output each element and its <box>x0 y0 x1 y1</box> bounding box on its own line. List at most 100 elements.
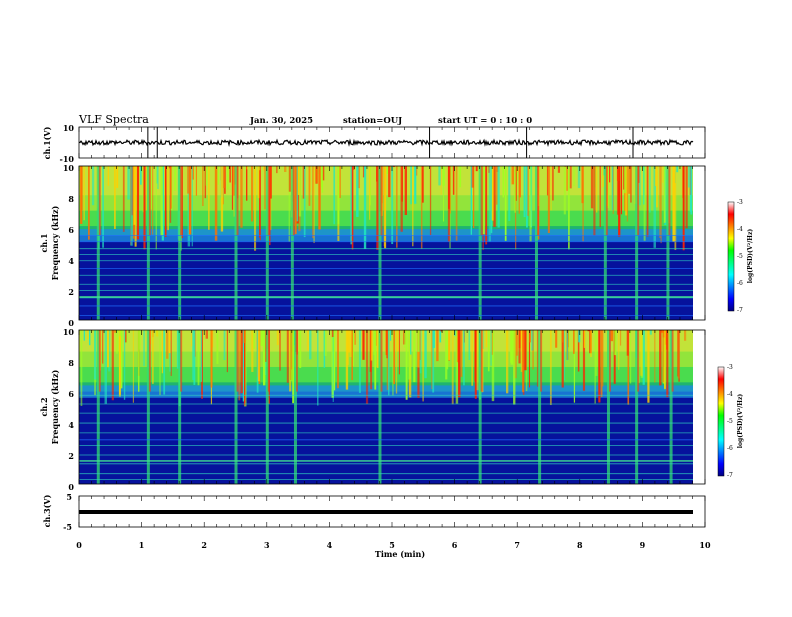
spectrogram-streak <box>448 166 450 209</box>
sp2-ylabel-channel: ch.2 <box>39 397 49 416</box>
spectrogram-streak <box>567 330 568 360</box>
spectrogram-streak <box>166 330 168 359</box>
spectrogram-streak <box>630 330 631 383</box>
spectrogram-streak <box>165 166 167 237</box>
ch3-ytick-top: 5 <box>66 492 72 502</box>
spectrogram-streak <box>387 166 389 174</box>
spectrogram-streak <box>496 166 497 205</box>
start-time-label: start UT = 0 : 10 : 0 <box>438 116 532 126</box>
cb2-tick-m6: -6 <box>727 445 733 452</box>
spectrogram-streak <box>649 166 651 213</box>
spectrogram-burst <box>237 166 239 235</box>
spectrogram-streak <box>119 330 121 396</box>
ch1-spectrogram-panel: 10 6 4 8 2 0 ch.1 Frequency (kHz) -3 -4 … <box>39 163 754 328</box>
spectrogram-streak <box>672 166 674 242</box>
spectrogram-streak <box>123 166 125 232</box>
spectrogram-streak <box>406 330 408 400</box>
spectrogram-streak <box>630 166 631 203</box>
ch3-waveform-ylabel: ch.3(V) <box>42 494 52 527</box>
spectrogram-streak <box>573 330 574 354</box>
spectrogram-streak <box>170 166 171 209</box>
spectrogram-streak <box>171 330 172 376</box>
spectrogram-streak <box>116 166 118 188</box>
spectrogram-streak <box>102 330 103 364</box>
spectrogram-streak <box>224 330 226 360</box>
spectrogram-streak <box>453 166 455 195</box>
spectrogram-burst <box>149 166 151 235</box>
spectrogram-streak <box>654 330 655 383</box>
spectrogram-streak <box>432 330 434 392</box>
spectrogram-streak <box>133 166 135 225</box>
spectrogram-streak <box>337 166 339 224</box>
sp1-ytick-2: 2 <box>68 287 74 297</box>
spectrogram-streak <box>127 166 129 200</box>
spectrogram-streak <box>299 166 301 217</box>
cb2-tick-m5: -5 <box>727 418 733 425</box>
spectrogram-streak <box>627 330 629 356</box>
spectrogram-streak <box>279 330 280 371</box>
sp2-ytick-4: 4 <box>68 420 74 430</box>
ch1-colorbar: -3 -4 -5 -6 -7 log(PSD)(V²/Hz) <box>728 199 754 314</box>
cb1-tick-m7: -7 <box>737 307 743 314</box>
ch2-spectrogram-panel: 10 8 6 4 2 0 ch.2 Frequency (kHz) -3 -4 … <box>39 327 744 492</box>
cb2-tick-m3: -3 <box>727 364 733 371</box>
spectrogram-streak <box>81 330 83 406</box>
spectrogram-streak <box>133 330 134 403</box>
spectrogram-streak <box>548 166 550 233</box>
spectrogram-streak <box>524 330 526 370</box>
spectrogram-streak <box>210 330 212 388</box>
spectrogram-streak <box>519 166 520 214</box>
figure-title: VLF Spectra <box>78 113 149 126</box>
spectrogram-streak <box>337 330 339 388</box>
spectrogram-streak <box>313 166 314 243</box>
spectrogram-streak <box>312 166 313 238</box>
spectrogram-streak <box>292 330 294 403</box>
spectrogram-streak <box>399 330 400 374</box>
spectrogram-streak <box>485 166 487 244</box>
spectrogram-streak <box>661 166 662 243</box>
spectrogram-streak <box>121 330 123 388</box>
spectrogram-streak <box>108 166 109 186</box>
spectrogram-burst <box>672 330 674 392</box>
spectrogram-streak <box>218 166 219 185</box>
spectrogram-streak <box>452 330 454 404</box>
spectrogram-streak <box>459 166 461 187</box>
spectrogram-streak <box>206 330 208 339</box>
spectrogram-streak <box>461 330 462 377</box>
spectrogram-streak <box>371 330 373 361</box>
spectrogram-streak <box>160 166 162 235</box>
spectrogram-streak <box>647 330 649 403</box>
spectrogram-streak <box>591 166 593 208</box>
spectrogram-streak <box>568 166 570 249</box>
spectrogram-burst <box>293 166 295 235</box>
spectrogram-streak <box>299 330 301 368</box>
spectrogram-streak <box>621 166 622 214</box>
spectrogram-streak <box>333 166 335 224</box>
spectrogram-streak <box>346 330 348 390</box>
spectrogram-streak <box>514 166 515 213</box>
spectrogram-streak <box>366 330 368 404</box>
spectrogram-streak <box>599 166 601 227</box>
x-tick-label: 8 <box>577 540 583 550</box>
sp2-ylabel-frequency: Frequency (kHz) <box>50 369 60 444</box>
spectrogram-streak <box>664 330 665 389</box>
x-tick-label: 7 <box>514 540 520 550</box>
spectrogram-streak <box>662 330 664 382</box>
spectrogram-streak <box>617 166 619 215</box>
spectrogram-streak <box>584 330 585 348</box>
spectrogram-streak <box>659 330 661 385</box>
spectrogram-streak <box>364 166 366 249</box>
spectrogram-streak <box>307 330 309 351</box>
spectrogram-streak <box>441 166 442 195</box>
spectrogram-streak <box>684 330 686 341</box>
sp2-ytick-8: 8 <box>68 358 74 368</box>
spectrogram-streak <box>335 330 337 333</box>
spectrogram-streak <box>254 166 256 251</box>
spectrogram-streak <box>620 330 621 346</box>
spectrogram-streak <box>258 330 260 381</box>
spectrogram-streak <box>386 330 387 358</box>
spectrogram-burst <box>637 330 639 392</box>
spectrogram-streak <box>690 166 692 215</box>
spectrogram-burst <box>149 330 151 392</box>
spectrogram-streak <box>284 166 286 172</box>
